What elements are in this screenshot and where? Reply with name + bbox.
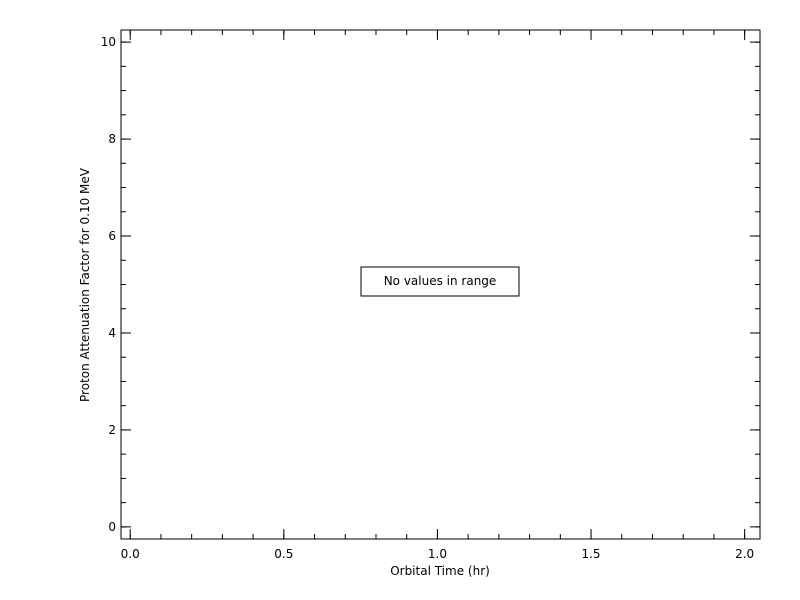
y-tick-label: 10 — [101, 35, 116, 49]
y-tick-label: 6 — [108, 229, 116, 243]
no-data-annotation: No values in range — [360, 266, 520, 297]
axis-tick-labels: 0.0 0.5 1.0 1.5 2.0 0 2 4 6 8 10 — [101, 35, 754, 561]
y-tick-label: 4 — [108, 326, 116, 340]
x-tick-label: 2.0 — [735, 547, 754, 561]
annotation-text: No values in range — [384, 274, 497, 288]
x-axis-title: Orbital Time (hr) — [390, 564, 490, 578]
y-tick-label: 2 — [108, 423, 116, 437]
annotation-box — [360, 266, 520, 297]
y-axis-title: Proton Attenuation Factor for 0.10 MeV — [78, 167, 92, 402]
x-tick-label: 0.0 — [121, 547, 140, 561]
x-tick-label: 0.5 — [274, 547, 293, 561]
y-tick-label: 0 — [108, 520, 116, 534]
x-tick-label: 1.0 — [428, 547, 447, 561]
x-tick-label: 1.5 — [581, 547, 600, 561]
y-tick-label: 8 — [108, 132, 116, 146]
axis-ticks — [121, 30, 760, 539]
